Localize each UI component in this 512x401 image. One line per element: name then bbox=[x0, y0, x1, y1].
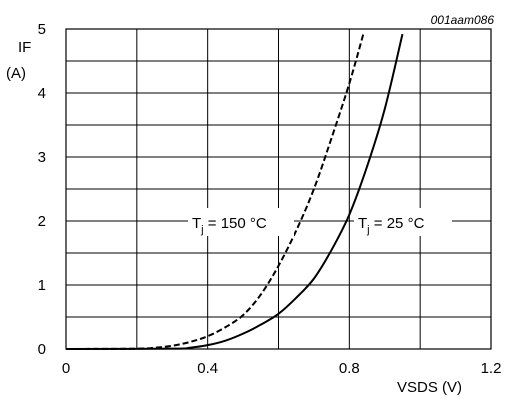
curve-label-25c: Tj = 25 °C bbox=[354, 208, 452, 236]
x-axis-label: VSDS (V) bbox=[397, 379, 462, 396]
series-line-150c bbox=[65, 33, 365, 350]
tick-labels: 0 0.4 0.8 1.2 0 1 2 3 4 5 bbox=[38, 21, 502, 377]
y-tick-label: 3 bbox=[38, 149, 46, 166]
y-tick-label: 2 bbox=[38, 213, 46, 230]
y-tick-label: 1 bbox=[38, 277, 46, 294]
y-tick-label: 5 bbox=[38, 21, 46, 38]
y-axis-label-line1: IF bbox=[18, 39, 31, 56]
series-line-25c bbox=[65, 33, 404, 350]
curve-label-25c-sub: j bbox=[366, 224, 369, 236]
curve-label-150c: Tj = 150 °C bbox=[188, 208, 294, 236]
curve-label-25c-rest: = 25 °C bbox=[370, 215, 425, 232]
curve-label-150c-background bbox=[188, 208, 294, 236]
x-tick-label: 0.8 bbox=[339, 360, 360, 377]
curve-label-150c-sub: j bbox=[200, 224, 203, 236]
plot-frame bbox=[65, 28, 492, 350]
figure-id: 001aam086 bbox=[431, 13, 495, 27]
y-tick-label: 4 bbox=[38, 85, 46, 102]
grid bbox=[66, 29, 491, 349]
curve-label-150c-main: T bbox=[192, 215, 201, 232]
y-axis-label-line2: (A) bbox=[6, 65, 26, 82]
y-tick-label: 0 bbox=[38, 341, 46, 358]
curve-label-25c-background bbox=[354, 208, 452, 236]
x-tick-label: 0.4 bbox=[197, 360, 218, 377]
x-tick-label: 0 bbox=[62, 360, 70, 377]
x-tick-label: 1.2 bbox=[481, 360, 502, 377]
curves bbox=[65, 33, 404, 350]
curve-label-150c-rest: = 150 °C bbox=[204, 215, 267, 232]
svg-text:Tj = 25 °C: Tj = 25 °C bbox=[358, 215, 425, 236]
svg-text:Tj = 150 °C: Tj = 150 °C bbox=[192, 215, 267, 236]
curve-label-25c-main: T bbox=[358, 215, 367, 232]
